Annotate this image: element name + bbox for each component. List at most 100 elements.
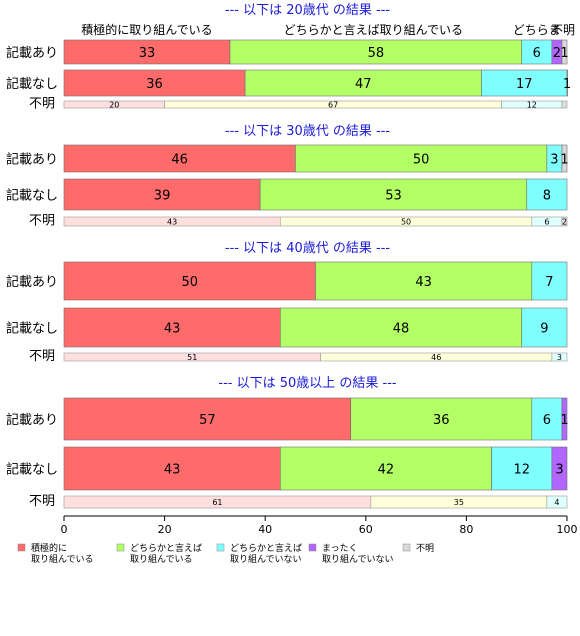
bar-segment xyxy=(259,178,528,211)
data-label: 12 xyxy=(527,101,537,110)
data-label: 3 xyxy=(555,463,563,478)
unknown-row-label: 不明 xyxy=(29,97,55,112)
data-label: 1 xyxy=(560,153,568,168)
data-label: 4 xyxy=(554,498,559,507)
top-category-label: 不明 xyxy=(551,23,575,37)
bar-segment xyxy=(63,446,281,491)
data-label: 43 xyxy=(415,275,432,290)
group-title: --- 以下は 40歳代 の結果 --- xyxy=(225,241,391,256)
x-tick-label: 60 xyxy=(359,523,373,536)
data-label: 7 xyxy=(545,275,553,290)
data-label: 35 xyxy=(454,498,464,507)
data-label: 61 xyxy=(212,498,222,507)
row-label: 記載あり xyxy=(6,412,58,428)
data-label: 51 xyxy=(187,353,197,362)
data-label: 53 xyxy=(385,189,402,204)
group-title: --- 以下は 20歳代 の結果 --- xyxy=(225,3,391,18)
data-label: 1 xyxy=(560,413,568,428)
data-label: 3 xyxy=(550,153,558,168)
bar-segment xyxy=(546,495,568,509)
data-label: 1 xyxy=(560,46,568,61)
data-label: 43 xyxy=(164,322,181,337)
bar-segment xyxy=(551,446,568,491)
row-label: 記載なし xyxy=(6,76,58,92)
data-label: 33 xyxy=(139,46,156,61)
data-label: 20 xyxy=(109,101,119,110)
data-label: 43 xyxy=(164,463,181,478)
data-label: 48 xyxy=(393,322,410,337)
data-label: 1 xyxy=(563,77,571,92)
data-label: 57 xyxy=(199,413,216,428)
x-tick-label: 100 xyxy=(557,523,578,536)
bar-segment xyxy=(531,261,568,301)
data-label: 39 xyxy=(154,189,171,204)
row-label: 記載あり xyxy=(6,274,58,290)
legend-swatch xyxy=(308,543,317,552)
legend-swatch xyxy=(216,543,225,552)
data-label: 9 xyxy=(540,322,548,337)
bar-segment xyxy=(561,397,568,441)
bar-segment xyxy=(531,397,563,441)
x-tick-label: 0 xyxy=(61,523,68,536)
legend-label: 取り組んでいる xyxy=(130,553,193,565)
top-category-label: どちらかと言えば取り組んでいる xyxy=(284,23,463,37)
row-label: 記載なし xyxy=(6,321,58,337)
legend-label: 不明 xyxy=(416,543,434,554)
data-label: 6 xyxy=(544,218,549,227)
data-label: 47 xyxy=(355,77,372,92)
unknown-row-label: 不明 xyxy=(29,214,55,229)
group-title: --- 以下は 50歳以上 の結果 --- xyxy=(218,376,397,391)
data-label: 36 xyxy=(146,77,163,92)
legend-label: どちらかと言えば xyxy=(130,542,202,554)
legend-label: 取り組んでいない xyxy=(230,553,302,565)
bar-segment xyxy=(491,446,553,491)
bar-segment xyxy=(279,307,523,348)
unknown-row-label: 不明 xyxy=(29,494,55,509)
bar-segment xyxy=(279,446,492,491)
x-tick-label: 40 xyxy=(258,523,272,536)
row-label: 記載あり xyxy=(6,152,58,168)
data-label: 42 xyxy=(378,463,395,478)
row-label: 記載あり xyxy=(6,45,58,61)
data-label: 6 xyxy=(533,46,541,61)
bar-segment xyxy=(315,261,533,301)
data-label: 3 xyxy=(557,353,562,362)
bar-segment xyxy=(551,352,568,362)
row-label: 記載なし xyxy=(6,462,58,478)
data-label: 2 xyxy=(553,46,561,61)
bar-segment xyxy=(561,100,568,109)
top-category-label: どちらま xyxy=(513,23,561,37)
data-label: 46 xyxy=(171,153,188,168)
bar-segment xyxy=(63,178,261,211)
legend-swatch xyxy=(17,543,26,552)
unknown-row-label: 不明 xyxy=(29,349,55,364)
data-label: 12 xyxy=(513,463,530,478)
group-title: --- 以下は 30歳代 の結果 --- xyxy=(225,124,391,139)
legend-label: 取り組んでいない xyxy=(322,553,394,565)
bar-segment xyxy=(350,397,533,441)
data-label: 8 xyxy=(543,189,551,204)
data-label: 50 xyxy=(401,218,411,227)
bar-segment xyxy=(229,39,523,65)
bar-segment xyxy=(63,397,352,441)
bar-segment xyxy=(561,144,568,173)
data-label: 50 xyxy=(413,153,430,168)
data-label: 6 xyxy=(543,413,551,428)
bar-segment xyxy=(526,178,568,211)
legend-swatch xyxy=(402,543,411,552)
data-label: 36 xyxy=(433,413,450,428)
data-label: 50 xyxy=(181,275,198,290)
data-label: 2 xyxy=(562,218,567,227)
bar-segment xyxy=(566,69,568,97)
legend-label: どちらかと言えば xyxy=(230,542,302,554)
legend-label: まったく xyxy=(322,543,358,554)
data-label: 67 xyxy=(328,101,338,110)
bar-segment xyxy=(63,144,296,173)
data-label: 58 xyxy=(368,46,385,61)
data-label: 46 xyxy=(431,353,441,362)
bar-segment xyxy=(521,307,568,348)
legend-label: 積極的に xyxy=(31,542,67,554)
x-tick-label: 80 xyxy=(459,523,473,536)
bar-segment xyxy=(244,69,482,97)
